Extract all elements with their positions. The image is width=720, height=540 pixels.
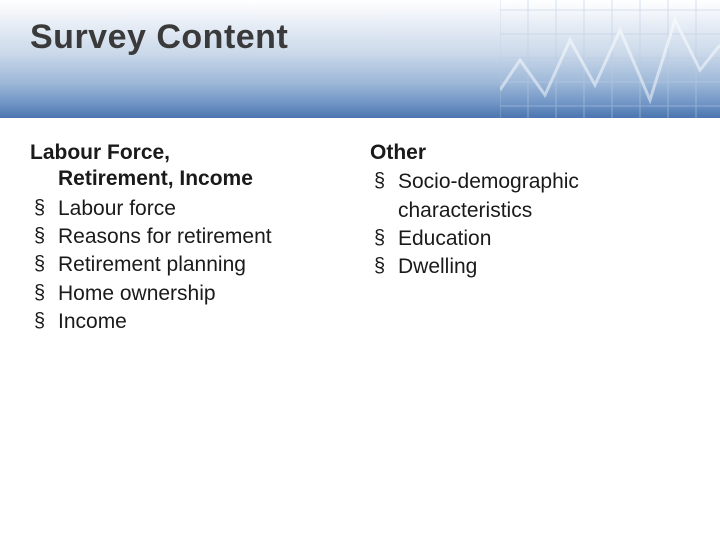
column-right: Other Socio-demographic characteristics … [370,140,690,336]
header-band: Survey Content [0,0,720,118]
list-item: Retirement planning [30,251,350,279]
heading-line2: Retirement, Income [30,166,350,192]
item-list-left: Labour force Reasons for retirement Reti… [30,195,350,337]
heading-line1: Labour Force, [30,141,170,164]
list-item: Reasons for retirement [30,223,350,251]
item-list-right: Socio-demographic characteristics Educat… [370,168,690,281]
list-item: Dwelling [370,253,690,281]
list-item: Education [370,225,690,253]
content-area: Labour Force, Retirement, Income Labour … [0,118,720,336]
list-item: Home ownership [30,280,350,308]
list-item: Labour force [30,195,350,223]
list-item: Socio-demographic characteristics [370,168,690,225]
heading-line1: Other [370,141,426,164]
list-item: Income [30,308,350,336]
header-chart-decor [500,0,720,118]
slide-title: Survey Content [30,18,288,57]
column-heading-left: Labour Force, Retirement, Income [30,140,350,193]
column-heading-right: Other [370,140,690,166]
column-left: Labour Force, Retirement, Income Labour … [30,140,350,336]
